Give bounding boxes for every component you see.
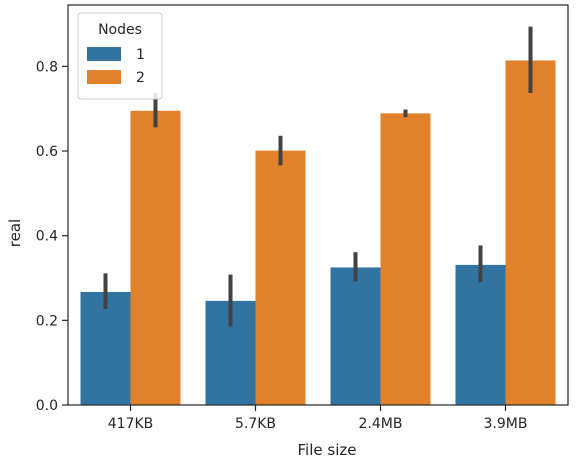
legend: Nodes 1 2 — [77, 12, 163, 100]
y-tick-label: 0.0 — [36, 398, 58, 414]
x-tick-label: 5.7KB — [235, 416, 276, 432]
bar-series-1-3.9MB — [455, 264, 506, 405]
legend-swatch-2 — [87, 70, 121, 84]
bar-series-2-2.4MB — [380, 113, 431, 405]
legend-label-1: 1 — [136, 47, 145, 63]
x-axis-label: File size — [298, 441, 357, 459]
bar-series-1-2.4MB — [330, 267, 381, 405]
x-tick-label: 2.4MB — [359, 416, 403, 432]
legend-label-2: 2 — [136, 70, 145, 86]
legend-title: Nodes — [98, 22, 142, 38]
error-bars-layer — [103, 26, 533, 327]
legend-swatch-1 — [87, 47, 121, 61]
bar-series-2-3.9MB — [505, 60, 556, 405]
bar-series-2-5.7KB — [255, 150, 306, 405]
x-tick-label: 417KB — [108, 416, 154, 432]
y-axis-label: real — [6, 219, 24, 247]
plot-frame — [67, 4, 569, 406]
y-tick-label: 0.8 — [36, 59, 58, 75]
x-tick-label: 3.9MB — [484, 416, 528, 432]
y-tick-label: 0.4 — [36, 229, 58, 245]
bar-series-1-417KB — [80, 291, 131, 405]
axes-layer: 0.0 0.2 0.4 0.6 0.8 417KB 5.7KB 2.4MB 3.9MB — [36, 4, 569, 432]
bar-series-2-417KB — [130, 110, 181, 406]
y-tick-label: 0.2 — [36, 313, 58, 329]
bars-layer — [80, 60, 556, 406]
y-tick-label: 0.6 — [36, 144, 58, 160]
